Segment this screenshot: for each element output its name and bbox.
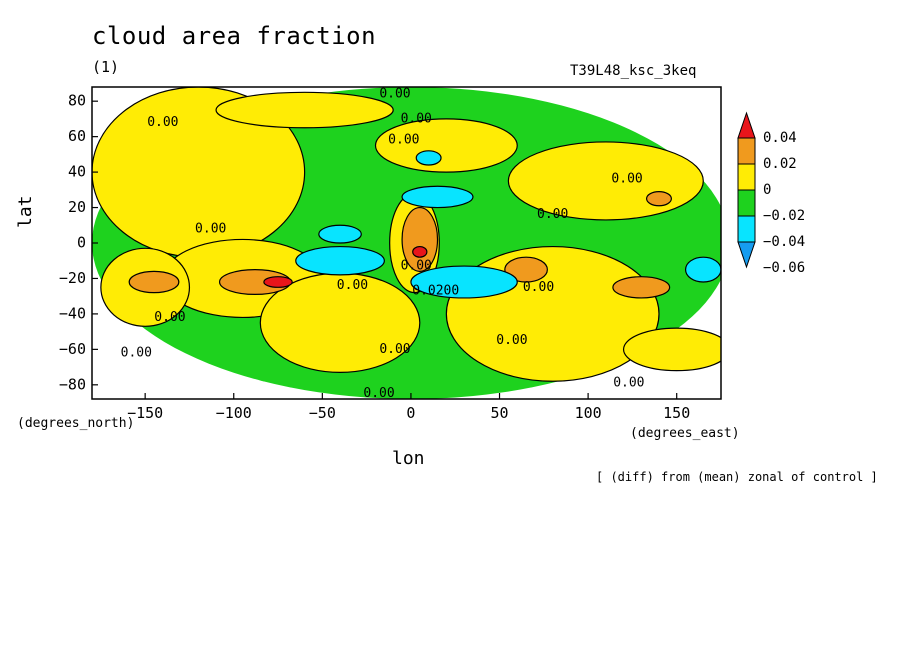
y-tick-label: 40 — [68, 163, 86, 181]
x-tick-label: 50 — [490, 404, 508, 422]
y-tick-label: −40 — [59, 304, 86, 322]
colorbar-swatch — [737, 189, 756, 217]
contour-label: 0.00 — [379, 342, 410, 357]
chart-subtitle: (1) — [92, 58, 120, 76]
x-axis-label: lon — [392, 448, 425, 469]
contour-region — [128, 270, 180, 294]
contour-region — [295, 245, 385, 276]
x-tick-label: 100 — [575, 404, 602, 422]
axes: −150 −100 −50 0 50 100 150 80 60 40 20 0 −20 −40 −60 −8… — [59, 92, 690, 422]
contour-fill — [92, 87, 721, 399]
contour-region — [622, 327, 721, 372]
contour-labels: 0.00 0.00 0.00 0.00 0.00 0.00 0.00 0.00 0.00 0.02… — [121, 87, 645, 401]
contour-label: 0.00 — [195, 221, 226, 236]
y-tick-label: 80 — [68, 92, 86, 110]
contour-label: 0.00 — [121, 345, 152, 360]
colorbar-label: −0.04 — [763, 234, 805, 250]
contour-label: 0.00 — [154, 310, 185, 325]
colorbar-swatch — [737, 215, 756, 243]
contour-label: 0.00 — [379, 87, 410, 102]
y-axis-unit: (degrees_north) — [17, 416, 135, 431]
contour-label: 0.00 — [401, 259, 432, 274]
contour-region — [415, 150, 442, 166]
contour-label: 0.00 — [388, 133, 419, 148]
contour-label: 0.00 — [537, 207, 568, 222]
contour-region — [263, 276, 293, 288]
footer-note: [ (diff) from (mean) zonal of control ] — [596, 470, 878, 484]
colorbar-label: −0.06 — [763, 260, 805, 276]
contour-region — [215, 91, 394, 129]
y-tick-label: 60 — [68, 127, 86, 145]
x-tick-label: −150 — [127, 404, 163, 422]
y-tick-label: 0 — [77, 234, 86, 252]
contour-region — [504, 256, 548, 283]
y-tick-label: −60 — [59, 340, 86, 358]
y-tick-label: −80 — [59, 375, 86, 393]
x-tick-label: −50 — [309, 404, 336, 422]
contour-region — [612, 276, 671, 299]
contour-region — [410, 265, 518, 299]
x-tick-label: 0 — [406, 404, 415, 422]
contour-region — [401, 185, 474, 209]
colorbar-label: 0.04 — [763, 130, 797, 146]
run-id-label: T39L48_ksc_3keq — [570, 63, 697, 79]
y-tick-label: −20 — [59, 269, 86, 287]
contour-region — [318, 224, 362, 244]
colorbar-label: 0.02 — [763, 156, 797, 172]
x-tick-label: −100 — [216, 404, 252, 422]
contour-region — [374, 118, 518, 173]
colorbar-top-arrow — [737, 111, 756, 139]
chart-title: cloud area fraction — [92, 22, 377, 50]
contour-region — [645, 190, 672, 207]
colorbar-swatch — [737, 163, 756, 191]
colorbar-label: 0 — [763, 182, 771, 198]
contour-label: 0.00 — [611, 172, 642, 187]
contour-label: 0.00 — [496, 333, 527, 348]
colorbar: 0.04 0.02 0 −0.02 −0.04 −0.06 — [737, 111, 805, 276]
contour-label: 0.00 — [147, 115, 178, 130]
contour-label: 0.0200 — [412, 283, 459, 298]
x-tick-label: 150 — [663, 404, 690, 422]
contour-region — [401, 206, 439, 272]
y-tick-label: 20 — [68, 198, 86, 216]
contour-label: 0.00 — [523, 280, 554, 295]
colorbar-label: −0.02 — [763, 208, 805, 224]
colorbar-bottom-arrow — [737, 241, 756, 269]
contour-region — [412, 245, 428, 258]
colorbar-swatch — [737, 137, 756, 165]
contour-label: 0.00 — [337, 278, 368, 293]
contour-label: 0.00 — [613, 376, 644, 391]
contour-region — [684, 256, 721, 283]
x-axis-unit: (degrees_east) — [630, 426, 740, 441]
contour-label: 0.00 — [363, 386, 394, 401]
contour-label: 0.00 — [401, 111, 432, 126]
